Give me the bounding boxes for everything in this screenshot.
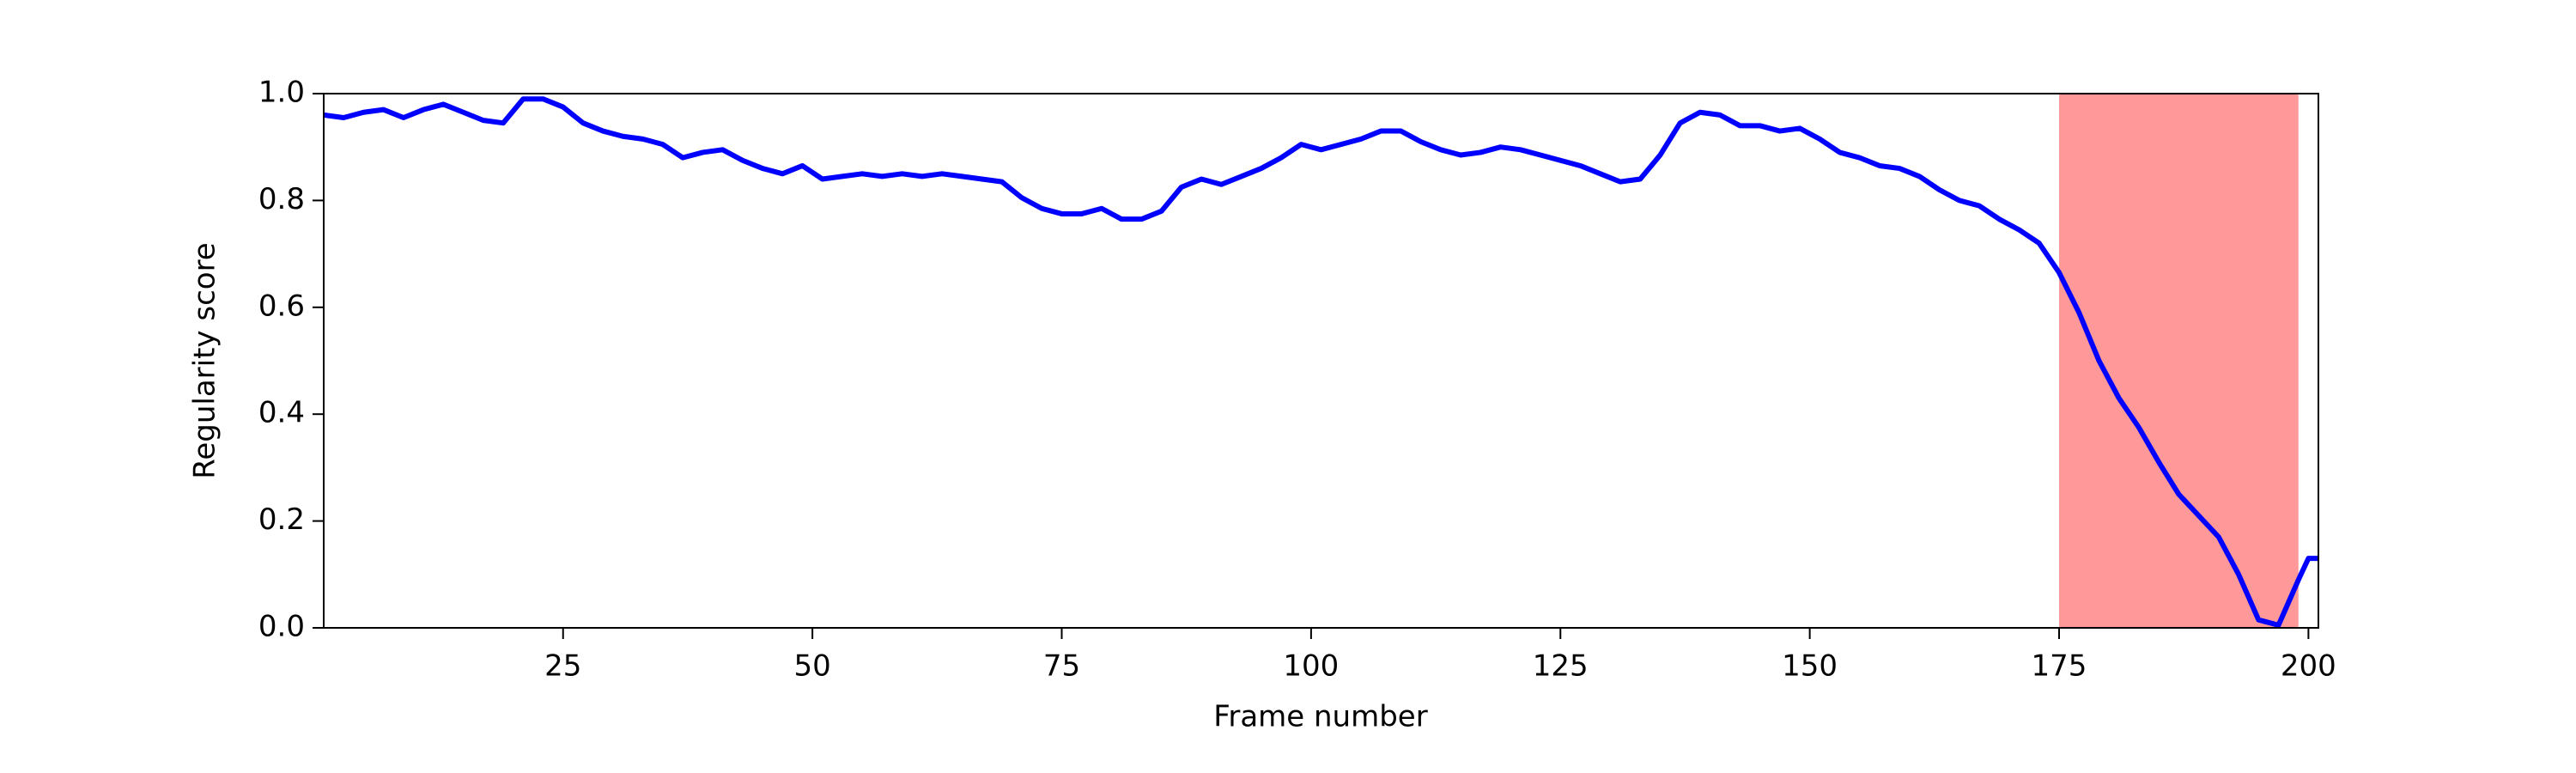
x-tick-label: 200	[2281, 649, 2336, 684]
x-tick-label: 75	[1043, 649, 1080, 684]
y-tick-label: 0.6	[258, 289, 305, 323]
y-tick-label: 0.0	[258, 610, 305, 644]
y-axis-label: Regularity score	[188, 242, 222, 478]
x-tick-label: 50	[794, 649, 831, 684]
line	[323, 96, 2318, 628]
y-tick-label: 0.2	[258, 502, 305, 537]
x-axis-label: Frame number	[1213, 700, 1427, 734]
x-tick-label: 175	[2032, 649, 2087, 684]
highlight-span	[2059, 94, 2299, 628]
x-tick-label: 150	[1782, 649, 1838, 684]
x-tick-label: 125	[1533, 649, 1589, 684]
plot-frame	[323, 93, 2319, 629]
y-tick-label: 1.0	[258, 76, 305, 110]
y-tick-label: 0.8	[258, 182, 305, 216]
x-tick-label: 100	[1283, 649, 1339, 684]
x-tick-label: 25	[544, 649, 581, 684]
y-tick-label: 0.4	[258, 396, 305, 430]
